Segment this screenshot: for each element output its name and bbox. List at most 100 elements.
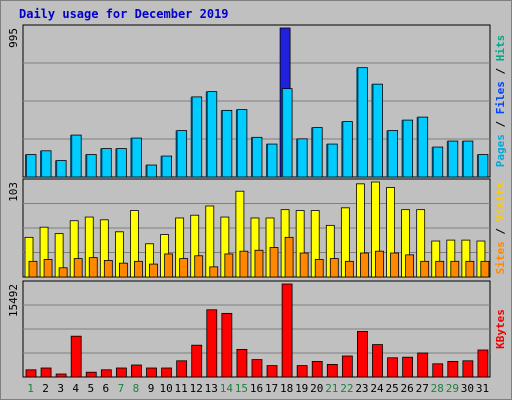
x-tick-label: 1 <box>27 382 34 395</box>
x-tick-label: 2 <box>42 382 49 395</box>
bar-sites <box>375 250 384 278</box>
bar-kbytes <box>281 283 293 378</box>
bar-hits <box>402 119 414 178</box>
legend-entry: / <box>494 61 507 81</box>
bar-sites <box>118 262 128 278</box>
bar-sites <box>164 253 173 278</box>
bar-pages <box>55 160 58 177</box>
x-tick-label: 9 <box>148 382 155 395</box>
legend-entry: / <box>494 114 507 134</box>
bar-pages <box>130 138 133 177</box>
bar-kbytes <box>146 367 157 378</box>
x-tick-label: 11 <box>175 382 188 395</box>
x-tick-label: 22 <box>340 382 353 395</box>
bar-kbytes <box>417 352 429 378</box>
bar-kbytes <box>402 356 414 378</box>
x-tick-label: 16 <box>250 382 263 395</box>
x-tick-label: 29 <box>446 382 459 395</box>
x-tick-label: 7 <box>118 382 125 395</box>
panel-3-legend: KBytes <box>494 309 507 349</box>
bar-pages <box>461 141 464 177</box>
bar-pages <box>40 150 43 177</box>
bar-kbytes <box>40 367 52 378</box>
bar-sites <box>390 252 399 278</box>
bar-sites <box>360 252 369 278</box>
bar-sites <box>28 260 38 278</box>
bar-pages <box>250 137 253 177</box>
bar-pages <box>431 147 434 177</box>
x-tick-label: 19 <box>295 382 308 395</box>
bar-pages <box>220 110 223 177</box>
legend-entry: Visits <box>494 182 507 222</box>
bar-hits <box>417 116 429 178</box>
bar-kbytes <box>266 365 278 378</box>
bar-pages <box>356 67 359 177</box>
bar-sites <box>284 236 294 278</box>
bar-sites <box>88 257 98 278</box>
legend-entry: Pages <box>494 134 507 167</box>
bar-sites <box>329 258 339 278</box>
bar-kbytes <box>432 363 444 378</box>
bar-pages <box>326 144 329 177</box>
x-tick-label: 8 <box>133 382 140 395</box>
bar-sites <box>450 260 460 278</box>
bar-kbytes <box>100 369 112 378</box>
bar-sites <box>480 260 490 278</box>
bar-hits <box>206 91 218 178</box>
bar-kbytes <box>176 360 188 378</box>
bar-pages <box>311 127 314 177</box>
bar-pages <box>371 84 374 177</box>
x-tick-label: 4 <box>72 382 79 395</box>
bar-kbytes <box>161 367 172 378</box>
bar-sites <box>405 254 415 278</box>
x-tick-label: 12 <box>190 382 203 395</box>
bar-kbytes <box>387 357 398 378</box>
bar-pages <box>175 130 178 177</box>
bar-pages <box>446 141 449 177</box>
bar-hits <box>115 148 127 178</box>
bar-sites <box>314 259 324 278</box>
bar-pages <box>100 148 103 177</box>
bar-kbytes <box>236 348 248 378</box>
bar-hits <box>447 140 459 178</box>
bar-hits <box>25 154 37 178</box>
bar-kbytes <box>296 365 308 378</box>
bar-pages <box>416 117 419 177</box>
bar-pages <box>281 88 284 177</box>
bar-kbytes <box>477 349 489 378</box>
bar-pages <box>160 156 163 177</box>
bar-sites <box>43 259 53 278</box>
bar-hits <box>146 164 157 178</box>
bar-sites <box>194 255 204 278</box>
x-tick-label: 15 <box>235 382 248 395</box>
bar-hits <box>70 134 82 178</box>
bar-hits <box>85 154 97 178</box>
bar-kbytes <box>447 360 459 378</box>
legend-entry: Sites <box>494 241 507 274</box>
bar-kbytes <box>191 344 203 378</box>
x-tick-label: 23 <box>355 382 368 395</box>
bar-sites <box>435 260 445 278</box>
bar-hits <box>357 67 368 178</box>
bar-sites <box>465 260 475 278</box>
bar-hits <box>236 109 248 178</box>
bar-hits <box>191 96 203 178</box>
x-tick-label: 24 <box>370 382 384 395</box>
bar-hits <box>221 109 233 178</box>
x-tick-label: 31 <box>476 382 489 395</box>
bar-kbytes <box>462 360 474 378</box>
bar-hits <box>326 143 338 178</box>
panel-2-ymax-label: 103 <box>7 182 20 202</box>
legend-entry: Hits <box>494 35 507 62</box>
x-tick-label: 17 <box>265 382 278 395</box>
bar-sites <box>149 263 158 278</box>
x-tick-label: 28 <box>431 382 444 395</box>
bar-pages <box>296 138 299 177</box>
bar-kbytes <box>206 309 218 378</box>
bar-kbytes <box>221 312 233 378</box>
bar-hits <box>55 160 67 178</box>
bar-kbytes <box>55 373 67 378</box>
bar-kbytes <box>25 369 37 378</box>
bar-pages <box>235 109 238 177</box>
